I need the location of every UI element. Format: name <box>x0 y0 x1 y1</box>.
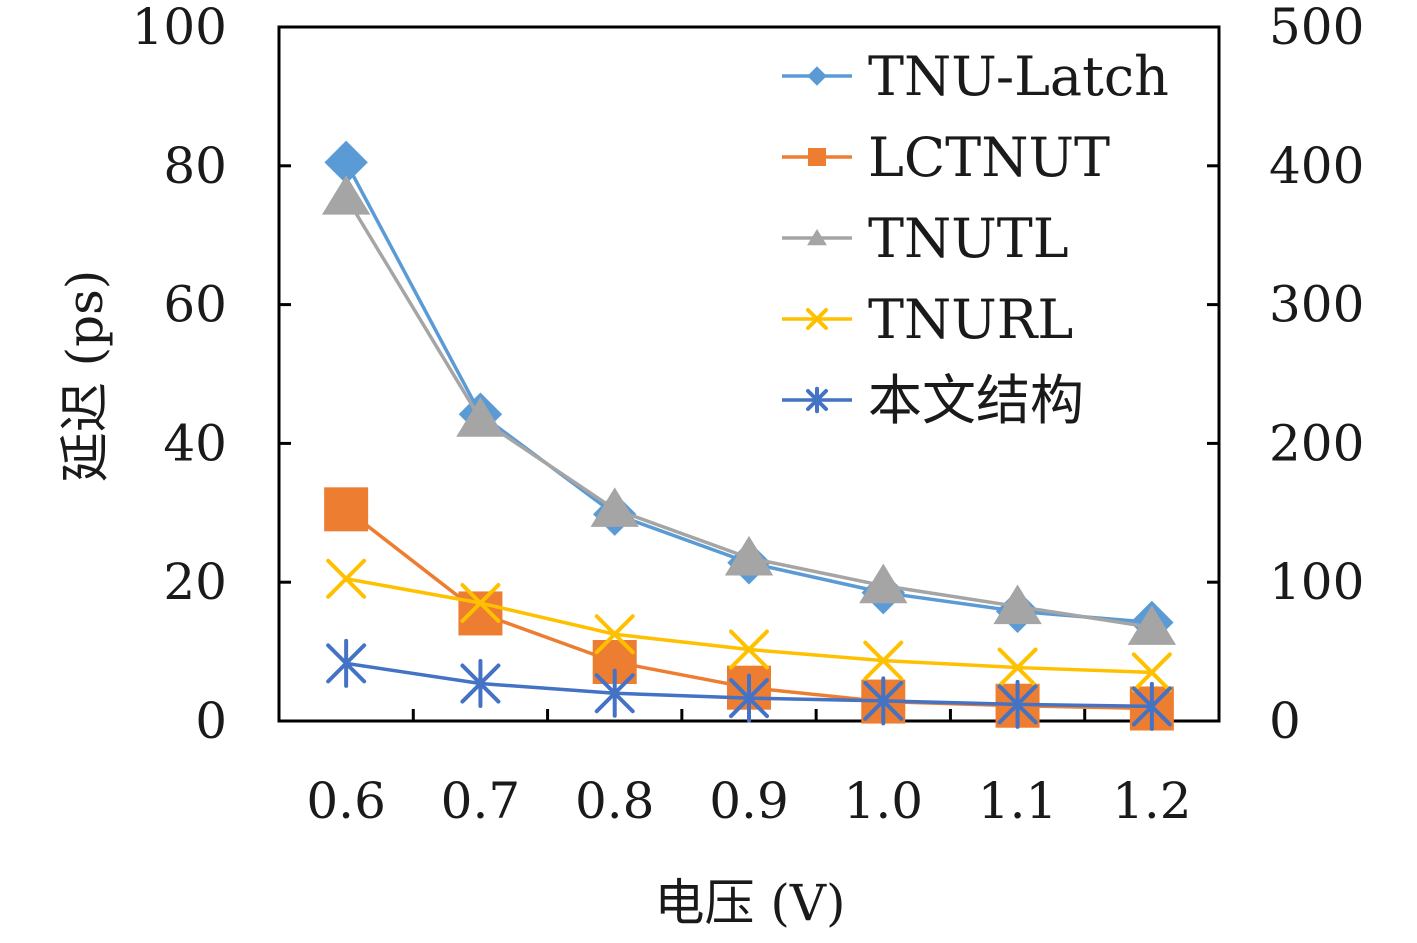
series-layer <box>321 140 1177 731</box>
legend-label: TNU-Latch <box>868 45 1169 108</box>
data-point <box>594 668 635 718</box>
legend-item: TNUTL <box>782 207 1069 270</box>
y-tick-label: 60 <box>163 276 227 334</box>
data-point <box>863 640 904 681</box>
data-point <box>456 397 505 437</box>
x-axis-title: 电压 (V) <box>654 874 845 932</box>
legend-marker <box>806 308 828 330</box>
y2-tick-label: 300 <box>1269 276 1364 334</box>
y2-tick-label: 200 <box>1269 414 1364 472</box>
data-point <box>324 487 369 532</box>
legend-label: TNUTL <box>868 207 1069 270</box>
plot-layer: 0 20 40 60 80 100 0 100 200 300 400 500 0.6 0.7 0.8 0.9… <box>132 0 1365 830</box>
legend-item: TNURL <box>782 288 1073 351</box>
x-tick-label: 0.6 <box>306 772 386 830</box>
data-point <box>729 673 769 723</box>
data-point <box>590 487 639 527</box>
data-point <box>594 614 635 655</box>
y-tick-label: 40 <box>163 414 227 472</box>
data-point <box>1127 605 1177 645</box>
y2-tick-label: 500 <box>1269 0 1364 56</box>
legend-marker <box>807 66 827 86</box>
data-point <box>729 629 769 670</box>
legend-label: LCTNUT <box>868 126 1110 189</box>
data-point <box>724 535 774 576</box>
legend-item: LCTNUT <box>782 126 1110 189</box>
data-point <box>326 638 367 688</box>
legend-label: TNURL <box>868 288 1073 351</box>
y-tick-label: 80 <box>163 137 227 195</box>
x-tick-label: 1.2 <box>1112 772 1192 830</box>
series-3 <box>326 558 1172 693</box>
y-axis-title: 延迟 (ps) <box>56 270 114 483</box>
x-tick-label: 0.8 <box>575 772 655 830</box>
y-tick-label: 0 <box>195 692 227 750</box>
legend-item: TNU-Latch <box>782 45 1169 108</box>
data-point <box>997 679 1038 729</box>
y2-tick-label: 100 <box>1269 553 1364 611</box>
x-tick-label: 1.1 <box>978 772 1058 830</box>
x-tick-label: 0.9 <box>709 772 789 830</box>
legend-marker <box>807 229 827 246</box>
data-point <box>321 175 371 215</box>
x-tick-label: 1.0 <box>844 772 924 830</box>
y2-tick-label: 0 <box>1269 692 1301 750</box>
y-tick-label: 100 <box>132 0 227 56</box>
legend-marker <box>806 386 828 414</box>
data-point <box>460 659 501 709</box>
data-point <box>458 591 503 636</box>
data-point <box>859 563 908 604</box>
data-point <box>997 647 1038 688</box>
y-tick-label: 20 <box>163 553 227 611</box>
legend-item: 本文结构 <box>782 369 1084 432</box>
data-point <box>1131 681 1172 731</box>
data-point <box>326 558 367 599</box>
series-2 <box>321 175 1177 645</box>
series-4 <box>326 638 1172 731</box>
legend-marker <box>808 148 826 166</box>
y2-tick-label: 400 <box>1269 137 1364 195</box>
data-point <box>1131 652 1172 693</box>
legend: TNU-Latch LCTNUT TNUTL TNURL 本文结构 <box>782 45 1169 432</box>
data-point <box>460 583 501 624</box>
data-point <box>993 584 1042 625</box>
legend-label: 本文结构 <box>868 369 1084 432</box>
x-tick-label: 0.7 <box>441 772 521 830</box>
data-point <box>863 676 904 726</box>
